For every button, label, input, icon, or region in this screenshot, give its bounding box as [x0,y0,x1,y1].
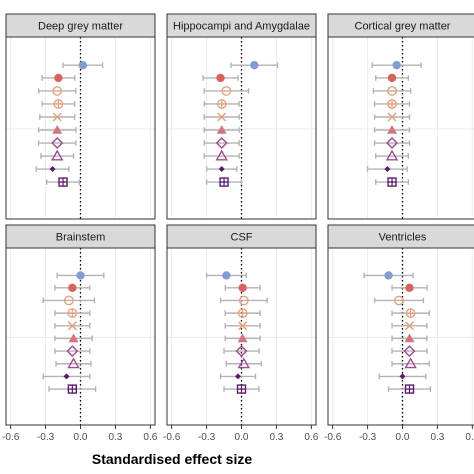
x-tick-label: -0.6 [324,432,342,443]
point-open-circle [52,86,63,96]
panel-title: Hippocampi and Amygdalae [173,21,310,33]
panel-border [327,36,474,220]
panel-border [166,36,317,220]
point-cross-b [217,112,227,122]
panel-background [328,248,474,425]
point-small-diamond [384,166,391,173]
point-cross-b [387,112,397,122]
panel-title: Ventricles [379,232,427,244]
point-filled-triangle [387,125,398,134]
panel-background [328,37,474,219]
x-tick-label: 0.0 [235,432,249,443]
point-small-diamond [218,166,225,173]
point-small-diamond [49,166,56,173]
point-small-diamond [63,373,70,380]
panel-title: Deep grey matter [38,21,123,33]
point-open-triangle [237,357,251,369]
panel-title: Cortical grey matter [355,21,451,33]
point-open-circle [63,295,74,306]
point-open-triangle [51,149,64,161]
point-filled-circle [216,73,225,83]
point-filled-circle [68,283,77,293]
x-axis-label: Standardised effect size [92,451,252,467]
point-open-circle [221,86,232,96]
x-tick-label: 0.3 [430,432,444,443]
x-tick-label: -0.3 [37,432,55,443]
point-cross-b [404,321,415,331]
x-tick-label: 0.0 [396,432,410,443]
x-tick-label: 0.6 [304,432,318,443]
point-blue-circle [76,271,85,280]
panel-deep-grey-matter: Deep grey matter [5,13,156,220]
x-tick-label: 0.3 [269,432,283,443]
point-filled-circle [54,73,63,83]
point-filled-triangle [68,333,79,343]
x-tick-label: -0.3 [359,432,377,443]
x-tick-label: -0.6 [2,432,20,443]
point-open-triangle [385,149,399,161]
point-blue-circle [392,61,401,70]
x-tick-label: 0.6 [143,432,157,443]
point-small-diamond [235,373,242,380]
point-cross-b [52,112,62,122]
panel-border [5,36,156,220]
point-filled-circle [238,283,247,293]
panel-title: Brainstem [56,232,106,244]
point-filled-triangle [216,125,227,134]
point-open-circle [238,295,249,306]
point-blue-circle [250,61,259,70]
point-filled-circle [405,283,414,293]
panel-title: CSF [231,232,253,244]
point-open-circle [394,295,404,306]
point-filled-triangle [52,125,63,134]
point-open-circle [387,86,397,96]
panel-grid: Deep grey matter Hippocampi and Amygdalae… [2,13,474,443]
point-small-diamond [399,373,406,380]
panel-csf: CSF -0.6 -0.3 0.0 0.3 0.6 [163,224,319,443]
x-tick-label: -0.3 [198,432,216,443]
point-open-diamond [235,345,248,358]
point-blue-circle [222,271,231,280]
point-filled-triangle [237,333,248,343]
point-filled-triangle [404,333,415,343]
point-open-diamond [403,345,416,358]
point-open-diamond [66,345,79,358]
point-open-diamond [386,137,399,150]
point-cross-b [67,321,77,331]
x-tick-label: 0.0 [74,432,88,443]
point-open-diamond [51,137,64,150]
panel-brainstem: Brainstem -0.6 -0.3 0.0 0.3 0.6 [2,224,158,443]
x-tick-label: 0.3 [108,432,122,443]
panel-cortical-grey-matter: Cortical grey matter [327,13,474,220]
point-filled-circle [387,73,397,83]
point-open-triangle [404,357,417,369]
point-open-triangle [215,149,228,161]
point-blue-circle [78,61,88,70]
x-tick-label: 0.6 [465,432,474,443]
x-tick-label: -0.6 [163,432,181,443]
panel-ventricles: Ventricles -0.6 -0.3 0.0 0.3 0.6 [324,224,474,443]
panel-hippocampi-and-amygdalae: Hippocampi and Amygdalae [166,13,317,220]
point-open-diamond [215,137,228,150]
point-blue-circle [384,271,393,280]
point-open-triangle [67,357,80,369]
point-cross-b [238,321,248,331]
